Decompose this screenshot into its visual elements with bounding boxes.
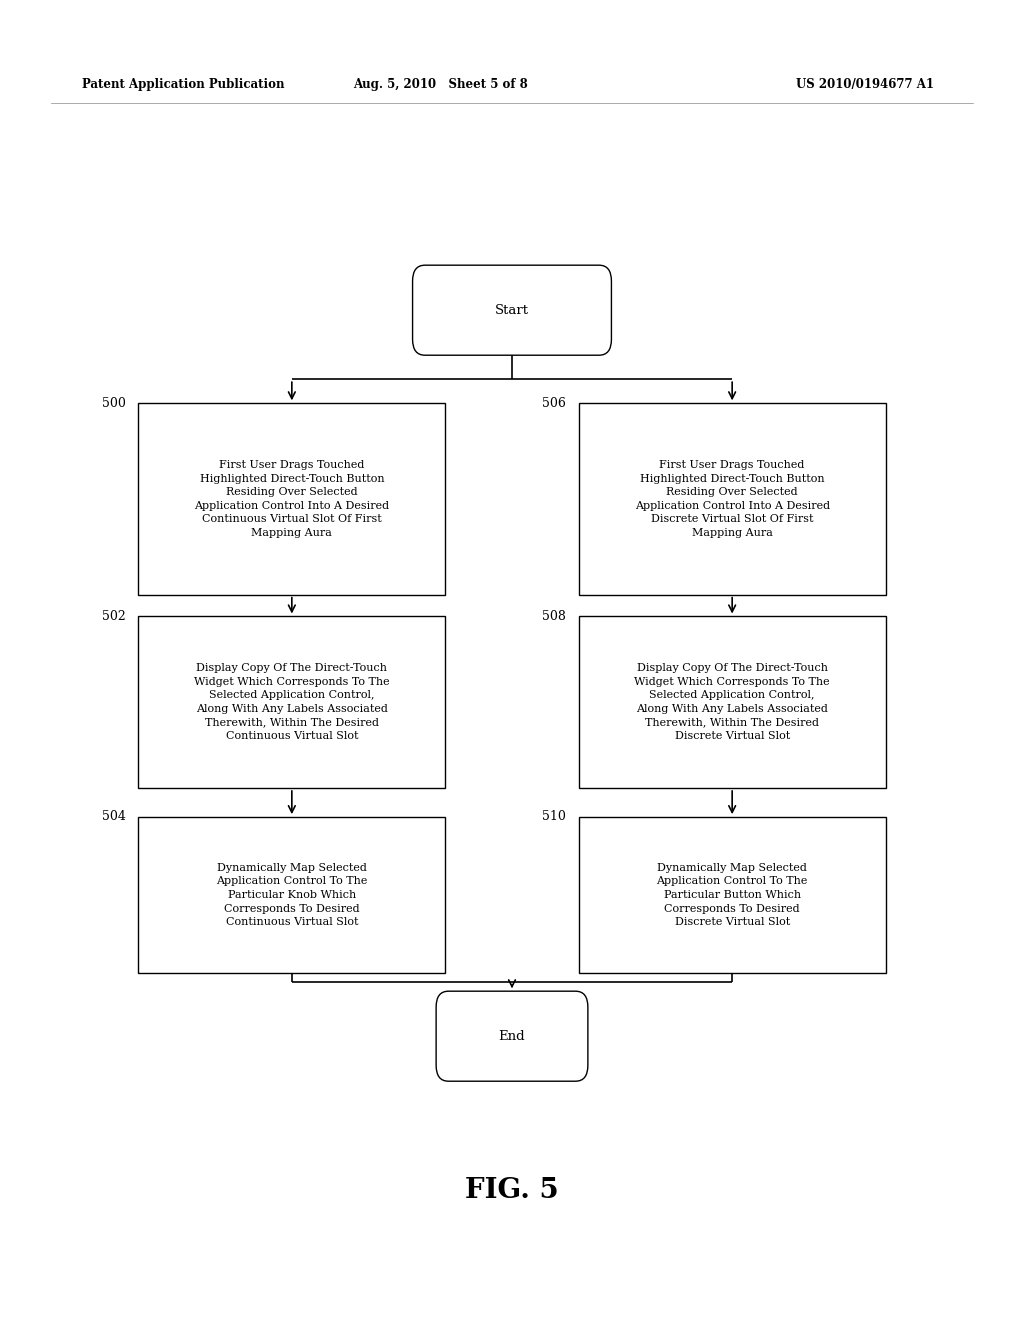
Text: FIG. 5: FIG. 5 xyxy=(465,1177,559,1204)
FancyBboxPatch shape xyxy=(138,817,445,973)
Text: US 2010/0194677 A1: US 2010/0194677 A1 xyxy=(797,78,934,91)
Text: 510: 510 xyxy=(543,810,566,824)
Text: Patent Application Publication: Patent Application Publication xyxy=(82,78,285,91)
Text: End: End xyxy=(499,1030,525,1043)
FancyBboxPatch shape xyxy=(138,404,445,594)
Text: 504: 504 xyxy=(102,810,126,824)
FancyBboxPatch shape xyxy=(579,817,886,973)
FancyBboxPatch shape xyxy=(579,404,886,594)
Text: Dynamically Map Selected
Application Control To The
Particular Knob Which
Corres: Dynamically Map Selected Application Con… xyxy=(216,863,368,927)
Text: 500: 500 xyxy=(102,396,126,409)
Text: Dynamically Map Selected
Application Control To The
Particular Button Which
Corr: Dynamically Map Selected Application Con… xyxy=(656,863,808,927)
FancyBboxPatch shape xyxy=(436,991,588,1081)
Text: 502: 502 xyxy=(102,610,126,623)
Text: 508: 508 xyxy=(543,610,566,623)
Text: Display Copy Of The Direct-Touch
Widget Which Corresponds To The
Selected Applic: Display Copy Of The Direct-Touch Widget … xyxy=(194,663,390,742)
Text: Aug. 5, 2010   Sheet 5 of 8: Aug. 5, 2010 Sheet 5 of 8 xyxy=(353,78,527,91)
FancyBboxPatch shape xyxy=(138,616,445,788)
Text: 506: 506 xyxy=(543,396,566,409)
Text: Display Copy Of The Direct-Touch
Widget Which Corresponds To The
Selected Applic: Display Copy Of The Direct-Touch Widget … xyxy=(634,663,830,742)
Text: Start: Start xyxy=(495,304,529,317)
Text: First User Drags Touched
Highlighted Direct-Touch Button
Residing Over Selected
: First User Drags Touched Highlighted Dir… xyxy=(195,459,389,539)
FancyBboxPatch shape xyxy=(579,616,886,788)
FancyBboxPatch shape xyxy=(413,265,611,355)
Text: First User Drags Touched
Highlighted Direct-Touch Button
Residing Over Selected
: First User Drags Touched Highlighted Dir… xyxy=(635,459,829,539)
